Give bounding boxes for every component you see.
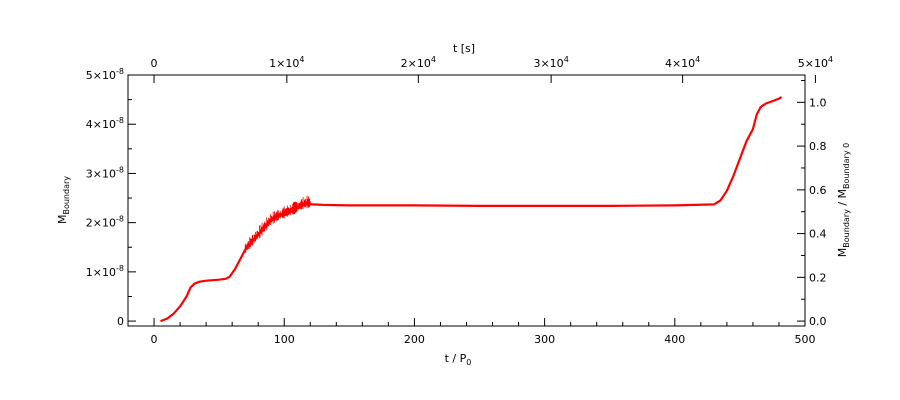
series-noise (244, 195, 311, 253)
y-right-tick-label: 0.2 (809, 271, 827, 284)
y-right-tick-label: 0.4 (809, 228, 827, 241)
x-top-tick-label: 3×104 (533, 55, 568, 70)
x-axis-top-title: t [s] (453, 42, 475, 55)
x-top-tick-label: 4×104 (665, 55, 700, 70)
x-tick-label: 100 (274, 333, 295, 346)
x-top-tick-label: 2×104 (401, 55, 436, 70)
plot-frame (127, 74, 806, 327)
x-top-tick-label: 1×104 (269, 55, 304, 70)
y-axis-left-title: MBoundary (56, 176, 71, 224)
y-left-tick-label: 2×10-8 (86, 215, 124, 230)
x-tick-label: 0 (151, 333, 158, 346)
y-right-tick-label: 0.6 (809, 184, 827, 197)
x-tick-label: 400 (664, 333, 685, 346)
x-tick-label: 200 (404, 333, 425, 346)
series-line (160, 96, 783, 323)
y-left-tick-label: 0 (117, 315, 124, 328)
y-left-tick-label: 1×10-8 (86, 264, 124, 279)
x-axis-title: t / P0 (445, 352, 472, 367)
y-right-tick-label: 0.8 (809, 140, 827, 153)
ticks-layer: 0 100 200 300 400 500 0 1×104 2×104 3×104 4×104 5×1… (86, 55, 833, 346)
y-left-tick-label: 3×10-8 (86, 165, 124, 180)
y-right-tick-label: 0.0 (809, 315, 827, 328)
x-tick-label: 500 (795, 333, 816, 346)
y-right-tick-label: 1.0 (809, 96, 827, 109)
x-top-tick-label: 0 (151, 57, 158, 70)
y-left-tick-label: 5×10-8 (86, 67, 124, 82)
x-tick-label: 300 (534, 333, 555, 346)
y-axis-right-title: MBoundary / MBoundary 0 (836, 143, 851, 257)
x-top-tick-label: 5×104 (798, 55, 833, 70)
plot-content (160, 96, 783, 323)
y-left-tick-label: 4×10-8 (86, 116, 124, 131)
